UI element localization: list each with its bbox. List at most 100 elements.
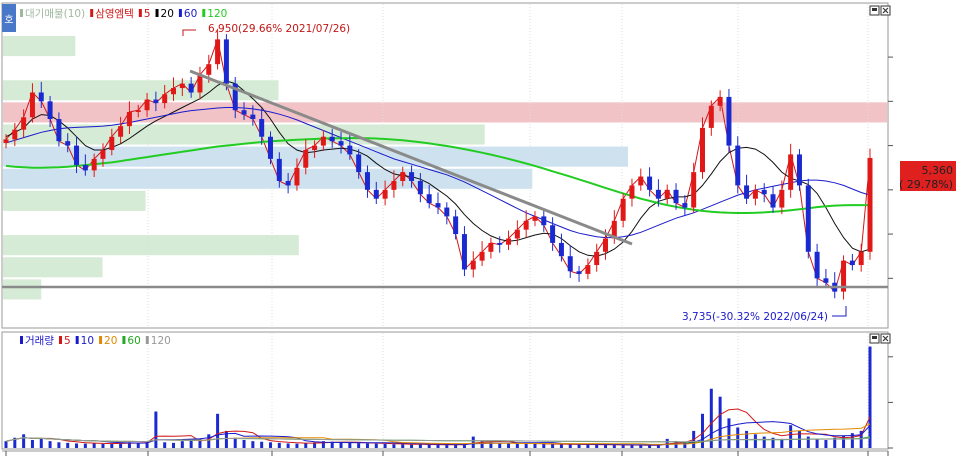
- candle-body: [497, 242, 503, 245]
- volume-bar: [48, 441, 52, 448]
- volume-bar: [815, 438, 819, 448]
- volume-profile-layer: [3, 35, 887, 300]
- candle-body: [867, 157, 873, 252]
- volume-bar: [577, 444, 581, 448]
- candle-body: [638, 176, 644, 186]
- volume-bar: [771, 437, 775, 448]
- volume-ma-line-10: [5, 421, 871, 446]
- volume-bar: [348, 442, 352, 448]
- legend-label: 5: [144, 8, 151, 20]
- candle-body: [391, 180, 397, 190]
- candle-body: [259, 119, 265, 137]
- volume-bar: [163, 442, 167, 448]
- candle-body: [74, 145, 80, 166]
- volume-bar: [418, 444, 422, 448]
- candle-body: [171, 88, 177, 95]
- candle-body: [206, 64, 212, 75]
- candle-body: [673, 189, 679, 204]
- candle-body: [364, 172, 370, 190]
- volume-bar: [4, 441, 8, 448]
- volume-bar: [119, 442, 123, 448]
- candle-body: [761, 189, 767, 195]
- candle-body: [664, 189, 670, 199]
- candle-body: [435, 203, 441, 208]
- candle-body: [38, 92, 44, 102]
- candle-body: [735, 145, 741, 186]
- candle-body: [144, 99, 150, 111]
- legend-label: 대기매물(10): [25, 8, 85, 20]
- grid-layer: [147, 4, 869, 448]
- volume-bar: [136, 442, 140, 448]
- legend-label: 삼영엠텍: [95, 8, 134, 20]
- candle-body: [444, 207, 450, 217]
- legend-label: 60: [127, 335, 140, 347]
- candle-body: [100, 150, 106, 159]
- candle-body: [276, 158, 282, 181]
- candle-body: [699, 127, 705, 173]
- volume-bar: [83, 443, 87, 448]
- price-close-icon[interactable]: [880, 5, 891, 16]
- volume-bar: [365, 443, 369, 448]
- volume-bar: [842, 435, 846, 448]
- legend-label: 20: [161, 8, 174, 20]
- low-arrow: [832, 306, 847, 317]
- side-tab[interactable]: 호: [2, 4, 16, 32]
- ma-line-60: [5, 107, 871, 239]
- volume-bar: [656, 444, 660, 448]
- volume-profile-bar: [3, 80, 279, 101]
- current-price-value: 5,360: [922, 164, 954, 177]
- volume-bar: [251, 441, 255, 448]
- volume-bar: [789, 425, 793, 448]
- candle-body: [215, 39, 221, 65]
- volume-bar: [780, 438, 784, 448]
- legend-swatch: [138, 9, 142, 17]
- legend-swatch: [155, 9, 159, 17]
- legend-swatch: [75, 336, 79, 344]
- candle-body: [479, 251, 485, 261]
- volume-bar: [630, 445, 634, 448]
- candle-body: [320, 136, 326, 146]
- candle-body: [770, 194, 776, 208]
- candle-body: [267, 136, 273, 159]
- price-maximize-icon[interactable]: [869, 5, 880, 16]
- legend-label: 120: [207, 8, 227, 20]
- candle-body: [135, 110, 141, 112]
- candle-body: [576, 271, 582, 274]
- volume-close-icon[interactable]: [880, 333, 891, 344]
- volume-bar: [339, 442, 343, 448]
- volume-profile-bar: [3, 35, 76, 57]
- volume-bar: [436, 444, 440, 448]
- volume-maximize-icon[interactable]: [869, 333, 880, 344]
- trend-line[interactable]: [189, 69, 633, 246]
- candle-body: [541, 216, 547, 226]
- axis-ticks-layer: [5, 56, 893, 456]
- volume-bar: [612, 445, 616, 448]
- candle-body: [567, 256, 573, 272]
- ma-line-120: [5, 137, 871, 214]
- candle-body: [382, 189, 388, 199]
- high-arrow: [182, 29, 196, 36]
- volume-bar: [321, 441, 325, 448]
- volume-bar: [172, 442, 176, 448]
- legend-swatch: [58, 336, 62, 344]
- volume-bar: [850, 433, 854, 448]
- candle-body: [47, 101, 53, 120]
- legend-label: 거래량: [25, 335, 54, 347]
- candle-body: [805, 185, 811, 252]
- volume-bar: [595, 444, 599, 448]
- volume-bar: [471, 436, 475, 448]
- candle-body: [294, 167, 300, 186]
- candle-body: [65, 141, 71, 146]
- candle-body: [285, 180, 291, 186]
- volume-bar: [551, 444, 555, 448]
- legend-label: 120: [151, 335, 171, 347]
- volume-bar: [736, 427, 740, 448]
- candle-body: [523, 220, 529, 230]
- volume-bar: [145, 442, 149, 448]
- volume-bar: [401, 444, 405, 448]
- candle-body: [409, 172, 415, 181]
- volume-bar: [639, 445, 643, 448]
- volume-bar: [295, 443, 299, 448]
- volume-panel-frame: [1, 331, 889, 450]
- candle-body: [241, 110, 247, 115]
